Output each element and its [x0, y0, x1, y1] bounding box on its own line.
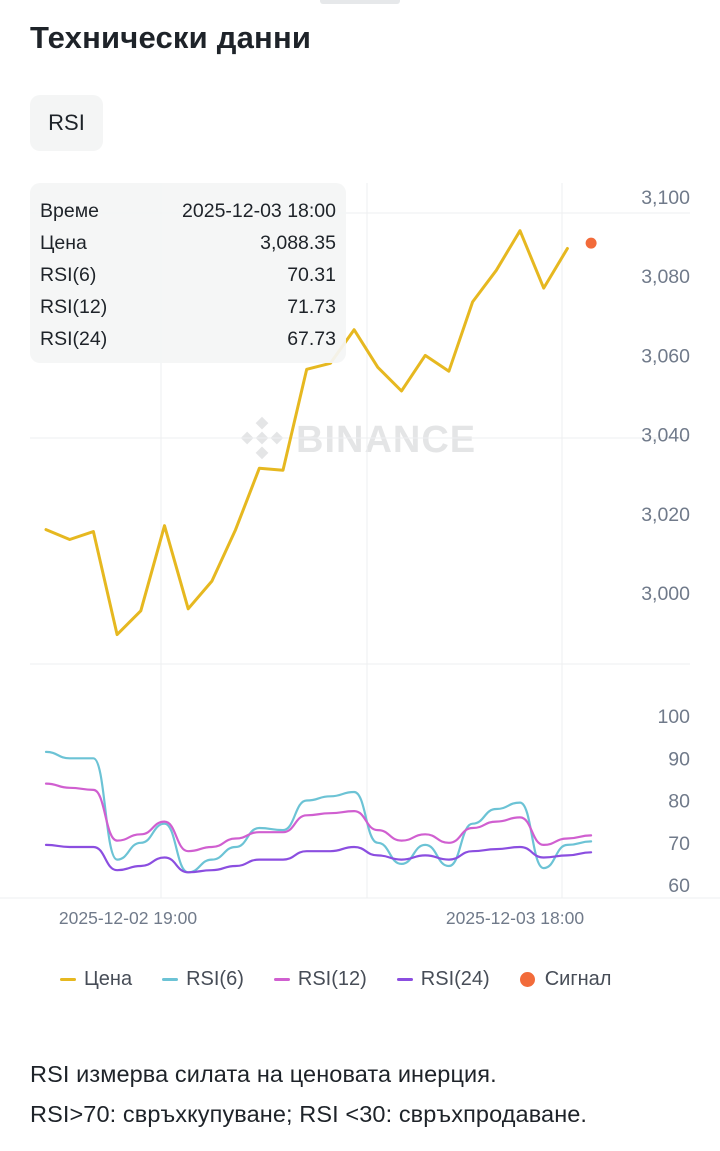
price-line [44, 229, 569, 637]
rsi-line-rsi6 [44, 750, 593, 874]
legend-item-rsi12[interactable]: RSI(12) [273, 967, 367, 991]
signal-point [585, 237, 597, 249]
price-tick-label: 3,060 [641, 345, 690, 367]
tooltip-value: 2025-12-03 18:00 [182, 200, 336, 222]
tooltip-row-rsi12: RSI(12) 71.73 [40, 291, 336, 323]
chart-legend: Цена RSI(6) RSI(12) RSI(24) Сигнал [60, 963, 611, 995]
price-tick-label: 3,040 [641, 425, 690, 447]
legend-label: RSI(24) [420, 967, 490, 990]
rsi-tick-label: 70 [668, 833, 690, 855]
tooltip-row-price: Цена 3,088.35 [40, 227, 336, 259]
rsi-panel [44, 750, 593, 874]
price-tick-label: 3,100 [641, 187, 690, 209]
rsi-thresholds: RSI>70: свръхкупуване; RSI <30: свръхпро… [30, 1101, 588, 1127]
tooltip-label: Цена [40, 232, 87, 254]
legend-swatch [519, 971, 535, 987]
page-title: Технически данни [30, 20, 312, 55]
tooltip-row-rsi6: RSI(6) 70.31 [40, 259, 336, 291]
price-panel [44, 229, 597, 637]
tooltip-value: 71.73 [287, 296, 336, 318]
tab-rsi[interactable]: RSI [30, 95, 103, 151]
chart-grid [0, 183, 720, 899]
tooltip-value: 3,088.35 [260, 232, 336, 254]
price-tick-label: 3,000 [641, 583, 690, 605]
axis-labels: 3,100 3,080 3,060 3,040 3,020 3,000 100 90 80 70 6… [59, 187, 690, 928]
drag-handle[interactable] [320, 0, 400, 4]
legend-swatch [162, 977, 179, 981]
tooltip-label: RSI(6) [40, 264, 97, 286]
rsi-description: RSI измерва силата на ценовата инерция. [30, 1061, 497, 1087]
rsi-tick-label: 80 [668, 791, 690, 813]
tooltip-label: RSI(24) [40, 328, 108, 350]
tooltip-row-rsi24: RSI(24) 67.73 [40, 323, 336, 355]
tooltip-label: Време [40, 200, 99, 222]
rsi-tick-label: 90 [668, 748, 690, 770]
x-tick-label: 2025-12-02 19:00 [59, 908, 197, 928]
rsi-line-rsi12 [44, 782, 593, 853]
watermark-text: BINANCE [296, 419, 476, 461]
tooltip-label: RSI(12) [40, 296, 108, 318]
tooltip-row-time: Време 2025-12-03 18:00 [40, 195, 336, 227]
rsi-tick-label: 100 [657, 706, 690, 728]
legend-label: RSI(12) [297, 967, 367, 990]
crosshair-tooltip: Време 2025-12-03 18:00 Цена 3,088.35 RSI… [30, 183, 346, 363]
tooltip-value: 70.31 [287, 264, 336, 286]
legend-item-price[interactable]: Цена [60, 968, 132, 991]
x-tick-label: 2025-12-03 18:00 [446, 908, 584, 928]
legend-item-rsi24[interactable]: RSI(24) [396, 967, 490, 991]
rsi-line-rsi24 [44, 843, 593, 874]
legend-swatch [396, 977, 413, 981]
binance-watermark: BINANCE [240, 416, 476, 461]
legend-label: Цена [84, 967, 133, 990]
legend-swatch [60, 977, 76, 981]
tooltip-value: 67.73 [287, 328, 336, 350]
legend-item-signal[interactable]: Сигнал [519, 967, 612, 991]
price-tick-label: 3,080 [641, 266, 690, 288]
legend-label: Сигнал [544, 967, 612, 990]
legend-label: RSI(6) [186, 967, 244, 990]
legend-swatch [273, 977, 290, 981]
chart[interactable]: BINANCE 3,100 3,080 3,060 3,040 3,020 3,000 10… [0, 160, 720, 940]
rsi-tick-label: 60 [668, 875, 690, 897]
price-tick-label: 3,020 [641, 504, 690, 526]
legend-item-rsi6[interactable]: RSI(6) [162, 968, 244, 991]
